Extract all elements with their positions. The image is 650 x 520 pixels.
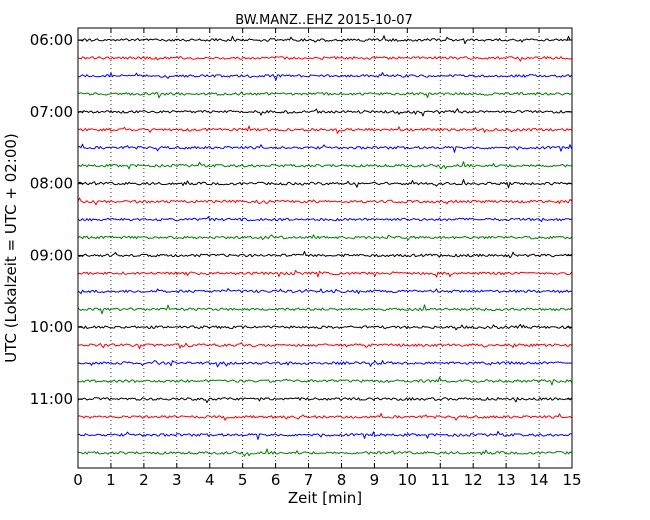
chart-title: BW.MANZ..EHZ 2015-10-07 xyxy=(235,13,413,28)
trace-line xyxy=(77,270,572,278)
trace-line xyxy=(77,397,572,404)
x-tick-label: 8 xyxy=(337,471,347,489)
y-tick-label: 11:00 xyxy=(30,390,73,408)
trace-line xyxy=(77,234,572,241)
x-tick-label: 0 xyxy=(73,471,83,489)
trace-line xyxy=(77,323,572,331)
x-tick-label: 13 xyxy=(497,471,516,489)
x-tick-label: 3 xyxy=(172,471,182,489)
x-tick-label: 5 xyxy=(238,471,248,489)
trace-line xyxy=(77,35,572,45)
trace-line xyxy=(77,56,572,62)
y-axis: 06:00 07:00 08:00 09:00 10:00 11:00 xyxy=(30,31,572,408)
trace-line xyxy=(77,250,572,259)
trace-line xyxy=(77,413,572,421)
y-tick-label: 10:00 xyxy=(30,318,73,336)
x-axis-label: Zeit [min] xyxy=(288,489,362,507)
trace-line xyxy=(77,72,572,81)
trace-line xyxy=(77,288,572,295)
trace-line xyxy=(77,304,572,315)
trace-line xyxy=(77,143,572,153)
x-tick-label: 2 xyxy=(139,471,149,489)
x-tick-label: 6 xyxy=(271,471,281,489)
plot-frame xyxy=(77,27,573,469)
trace-line xyxy=(77,197,572,206)
trace-line xyxy=(77,178,572,189)
trace-line xyxy=(77,430,572,440)
y-axis-label: UTC (Lokalzeit = UTC + 02:00) xyxy=(2,133,20,363)
trace-line xyxy=(77,91,572,99)
x-axis: 0 1 2 3 4 5 6 7 8 9 10 11 12 13 14 15 xyxy=(73,28,582,489)
x-tick-label: 4 xyxy=(205,471,215,489)
x-tick-label: 1 xyxy=(106,471,116,489)
x-tick-label: 15 xyxy=(562,471,581,489)
trace-line xyxy=(77,360,572,368)
x-tick-label: 14 xyxy=(530,471,549,489)
y-tick-label: 07:00 xyxy=(30,103,73,121)
x-tick-label: 10 xyxy=(398,471,417,489)
trace-line xyxy=(77,108,572,117)
y-tick-label: 09:00 xyxy=(30,246,73,264)
vertical-grid xyxy=(110,28,540,468)
trace-line xyxy=(77,448,572,457)
trace-line xyxy=(77,376,572,386)
trace-line xyxy=(77,161,572,170)
seismic-traces xyxy=(77,35,572,457)
x-tick-label: 12 xyxy=(464,471,483,489)
y-tick-label: 08:00 xyxy=(30,175,73,193)
trace-line xyxy=(77,216,572,222)
x-tick-label: 7 xyxy=(304,471,314,489)
y-tick-label: 06:00 xyxy=(30,31,73,49)
x-tick-label: 9 xyxy=(370,471,380,489)
trace-line xyxy=(77,342,572,350)
x-tick-label: 11 xyxy=(431,471,450,489)
trace-line xyxy=(77,125,572,134)
